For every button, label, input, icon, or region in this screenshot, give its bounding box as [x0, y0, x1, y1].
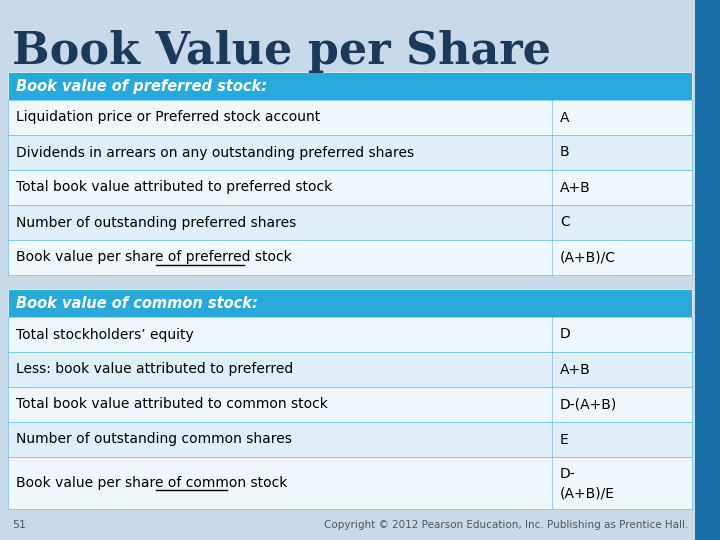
Text: Dividends in arrears on any outstanding preferred shares: Dividends in arrears on any outstanding …	[16, 145, 414, 159]
Bar	[8, 205, 692, 240]
Bar	[8, 422, 692, 457]
Text: Number of outstanding preferred shares: Number of outstanding preferred shares	[16, 215, 296, 230]
Bar	[8, 289, 692, 317]
Text: Book value per share of preferred stock: Book value per share of preferred stock	[16, 251, 292, 265]
Text: Less: book value attributed to preferred: Less: book value attributed to preferred	[16, 362, 293, 376]
Text: 51: 51	[12, 520, 26, 530]
Text: Total book value attributed to preferred stock: Total book value attributed to preferred…	[16, 180, 332, 194]
Bar	[695, 0, 720, 540]
Text: D: D	[559, 327, 570, 341]
Text: A: A	[559, 111, 570, 125]
Bar	[8, 352, 692, 387]
Text: Book value of common stock:: Book value of common stock:	[16, 295, 258, 310]
Text: Number of outstanding common shares: Number of outstanding common shares	[16, 433, 292, 447]
Text: Book value of preferred stock:: Book value of preferred stock:	[16, 78, 267, 93]
Text: A+B: A+B	[559, 180, 590, 194]
Bar	[8, 240, 692, 275]
Text: E: E	[559, 433, 569, 447]
Text: Copyright © 2012 Pearson Education, Inc. Publishing as Prentice Hall.: Copyright © 2012 Pearson Education, Inc.…	[323, 520, 688, 530]
Text: Book Value per Share: Book Value per Share	[12, 30, 551, 73]
Text: A+B: A+B	[559, 362, 590, 376]
Bar	[8, 135, 692, 170]
Bar	[8, 457, 692, 509]
Text: Liquidation price or Preferred stock account: Liquidation price or Preferred stock acc…	[16, 111, 320, 125]
Text: (A+B)/C: (A+B)/C	[559, 251, 616, 265]
Bar	[8, 387, 692, 422]
Bar	[8, 170, 692, 205]
Text: D-(A+B): D-(A+B)	[559, 397, 617, 411]
Bar	[8, 100, 692, 135]
Text: Total stockholders’ equity: Total stockholders’ equity	[16, 327, 194, 341]
Bar	[8, 72, 692, 100]
Text: B: B	[559, 145, 570, 159]
Text: Book value per share of common stock: Book value per share of common stock	[16, 476, 287, 490]
Text: C: C	[559, 215, 570, 230]
Bar	[8, 317, 692, 352]
Text: D-: D-	[559, 467, 575, 481]
Text: (A+B)/E: (A+B)/E	[559, 487, 615, 501]
Text: Total book value attributed to common stock: Total book value attributed to common st…	[16, 397, 328, 411]
